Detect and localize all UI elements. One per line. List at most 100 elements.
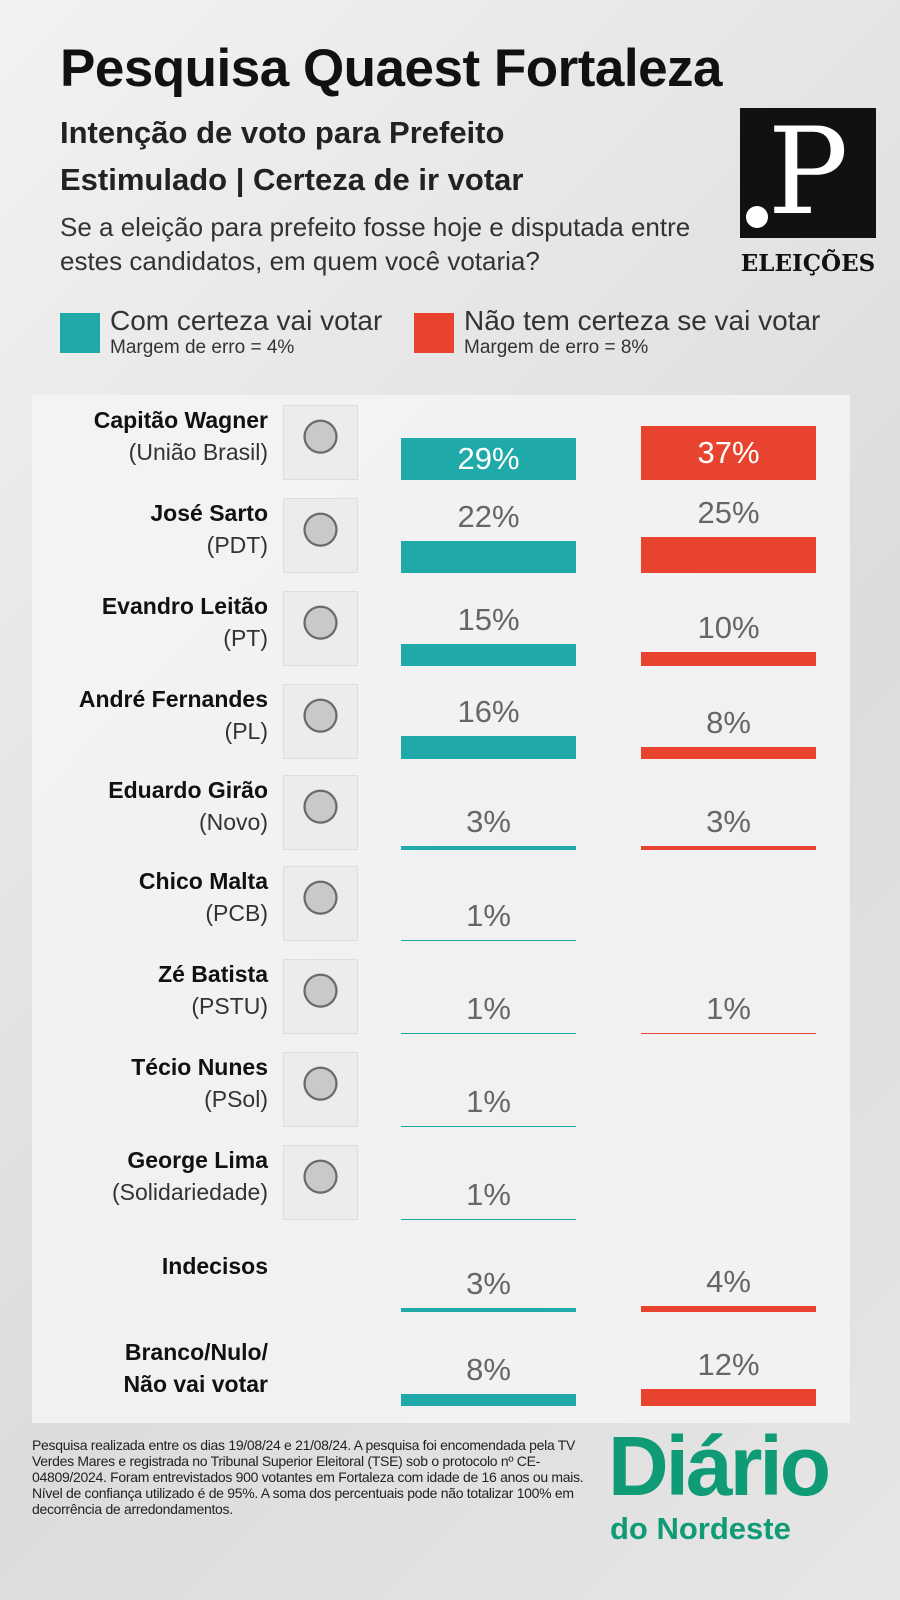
candidate-photo (283, 1052, 358, 1127)
candidate-row: Chico Malta (PCB) 1% (0, 861, 900, 941)
legend-red: Não tem certeza se vai votar Margem de er… (414, 305, 820, 359)
candidate-name: Técio Nunes (PSol) (131, 1054, 268, 1112)
bar (641, 845, 816, 850)
data-label: 3% (466, 1265, 511, 1301)
candidate-row: André Fernandes (PL) 16% 8% (0, 679, 900, 759)
diario-logo: Diário (608, 1419, 831, 1513)
data-label: 10% (697, 609, 760, 645)
footnote: Pesquisa realizada entre os dias 19/08/2… (32, 1437, 584, 1517)
bar: 29% (401, 437, 576, 480)
candidate-photo (283, 866, 358, 941)
candidate-row: José Sarto (PDT) 22% 25% (0, 493, 900, 573)
data-label: 1% (466, 990, 511, 1026)
data-label: 22% (457, 499, 520, 535)
candidate-row: Evandro Leitão (PT) 15% 10% (0, 586, 900, 666)
bar-group: 8% (401, 1352, 576, 1406)
candidate-row: George Lima (Solidariedade) 1% (0, 1140, 900, 1220)
bar (641, 1032, 816, 1034)
candidate-name: Branco/Nulo/Não vai votar (123, 1339, 268, 1397)
bar-group: 1% (401, 897, 576, 941)
data-label: 29% (457, 440, 520, 476)
candidate-name: André Fernandes (PL) (78, 686, 268, 744)
data-label: 16% (457, 693, 520, 729)
legend-swatch-teal (60, 313, 100, 353)
diario-logo-sub: do Nordeste (610, 1511, 791, 1546)
bar-group: 25% (641, 495, 816, 573)
data-label: 1% (466, 1083, 511, 1119)
bar-group: 12% (641, 1347, 816, 1406)
candidate-name: Eduardo Girão (Novo) (108, 777, 268, 835)
bar-group: 37% (641, 426, 816, 480)
bar (641, 536, 816, 573)
logo-subtitle: ELEIÇÕES (740, 250, 876, 277)
bar (401, 1307, 576, 1312)
legend-note: Margem de erro = 8% (464, 337, 649, 358)
bar (401, 845, 576, 850)
bar (641, 651, 816, 666)
candidate-name: José Sarto (PDT) (150, 500, 268, 558)
candidate-name: Zé Batista (PSTU) (158, 961, 268, 1019)
page-title: Pesquisa Quaest Fortaleza (60, 39, 723, 98)
legend-teal: Com certeza vai votar Margem de erro = 4% (60, 305, 382, 359)
bar (401, 939, 576, 941)
bar-group: 22% (401, 499, 576, 573)
bar (641, 1306, 816, 1312)
candidate-row: Indecisos 3% 4% (0, 1232, 900, 1312)
data-label: 8% (706, 705, 751, 741)
bar (641, 747, 816, 759)
candidate-photo (283, 684, 358, 759)
bar (641, 1388, 816, 1406)
bar-group: 1% (641, 990, 816, 1034)
candidate-photo (283, 591, 358, 666)
bar (401, 1032, 576, 1034)
data-label: 4% (706, 1264, 751, 1300)
bar-group: 3% (401, 1266, 576, 1312)
legend-note: Margem de erro = 4% (110, 337, 295, 358)
bar (401, 1394, 576, 1406)
bar-group: 8% (641, 705, 816, 759)
bar-group: 3% (401, 804, 576, 850)
subtitle-2: Estimulado | Certeza de ir votar (60, 162, 524, 197)
bar-group: 15% (401, 602, 576, 666)
data-label: 3% (706, 803, 751, 839)
candidate-photo (283, 775, 358, 850)
candidate-row: Branco/Nulo/Não vai votar 8% 12% (0, 1326, 900, 1406)
data-label: 8% (466, 1352, 511, 1388)
candidate-name: Chico Malta (PCB) (138, 868, 268, 926)
bar-group: 1% (401, 1176, 576, 1220)
bar (401, 1218, 576, 1220)
data-label: 1% (466, 1176, 511, 1212)
bar (401, 735, 576, 759)
legend-swatch-red (414, 313, 454, 353)
bar-group: 10% (641, 609, 816, 666)
opovo-logo: P (740, 108, 876, 238)
subtitle: Intenção de voto para Prefeito (60, 115, 505, 150)
candidate-row: Capitão Wagner (União Brasil) 29% 37% (0, 400, 900, 480)
bar-group: 1% (401, 1083, 576, 1127)
candidate-photo (283, 959, 358, 1034)
bar-group: 16% (401, 694, 576, 759)
candidate-photo (283, 498, 358, 573)
bar-group: 3% (641, 804, 816, 850)
bar (401, 1125, 576, 1127)
data-label: 12% (697, 1346, 760, 1382)
data-label: 25% (697, 494, 760, 530)
bar-group: 29% (401, 437, 576, 480)
candidate-photo (283, 405, 358, 480)
bar (401, 644, 576, 666)
candidate-row: Técio Nunes (PSol) 1% (0, 1047, 900, 1127)
candidate-name: Evandro Leitão (PT) (101, 593, 268, 651)
question-text: Se a eleição para prefeito fosse hoje e … (60, 212, 691, 276)
legend-label: Não tem certeza se vai votar (464, 305, 821, 336)
data-label: 1% (466, 897, 511, 933)
bar (401, 541, 576, 573)
candidate-row: Zé Batista (PSTU) 1% 1% (0, 954, 900, 1034)
legend-label: Com certeza vai votar (110, 305, 383, 336)
bar-group: 4% (641, 1264, 816, 1312)
candidate-row: Eduardo Girão (Novo) 3% 3% (0, 770, 900, 850)
data-label: 1% (706, 990, 751, 1026)
data-label: 15% (457, 602, 520, 638)
candidate-photo (283, 1145, 358, 1220)
data-label: 3% (466, 803, 511, 839)
bar-group: 1% (401, 990, 576, 1034)
